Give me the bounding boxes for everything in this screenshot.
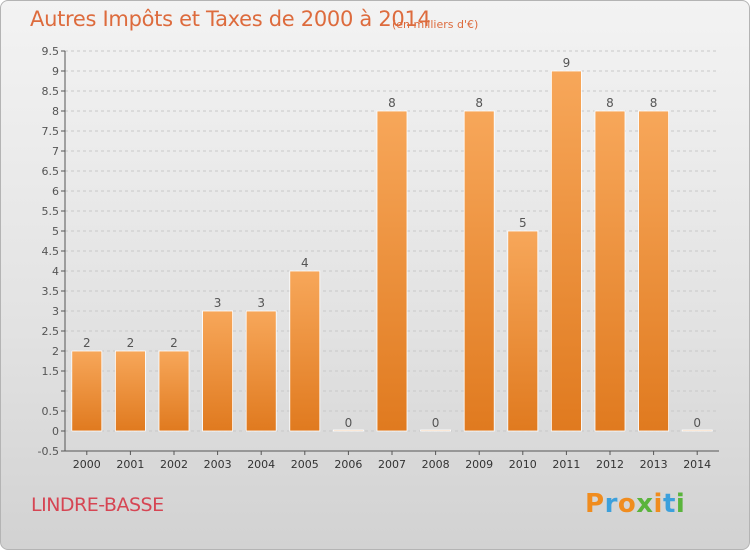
y-tick-label: 5 xyxy=(52,225,59,238)
y-tick-label: 4.5 xyxy=(42,245,60,258)
data-label: 8 xyxy=(388,96,396,110)
y-tick-label: 0.5 xyxy=(42,405,60,418)
y-tick-label: 3.5 xyxy=(42,285,60,298)
y-tick-label: -0.5 xyxy=(38,445,59,458)
bar xyxy=(71,350,103,432)
chart-title: Autres Impôts et Taxes de 2000 à 2014 xyxy=(30,7,431,31)
data-label: 2 xyxy=(127,336,135,350)
brand-letter: P xyxy=(585,489,605,519)
data-label: 9 xyxy=(563,56,571,70)
bar xyxy=(245,310,277,432)
bar xyxy=(463,110,495,432)
bar xyxy=(289,270,321,432)
axes: -0.5 0 0.5 1.5 2 2.5 3 3.5 4 4.5 5 5.5 6 6.5 7 7.5 8 8.5 9… xyxy=(38,45,719,471)
data-label: 8 xyxy=(475,96,483,110)
bar xyxy=(376,110,408,432)
y-tick-label: 6 xyxy=(52,185,59,198)
x-tick-label: 2008 xyxy=(422,458,450,471)
y-tick-label: 7 xyxy=(52,145,59,158)
y-tick-label: 9.5 xyxy=(42,45,60,58)
brand-letter: o xyxy=(617,489,637,519)
data-label: 5 xyxy=(519,216,527,230)
x-tick-label: 2003 xyxy=(204,458,232,471)
y-tick-label: 2 xyxy=(52,345,59,358)
bar xyxy=(202,310,234,432)
x-tick-label: 2011 xyxy=(552,458,580,471)
brand-logo: Proxiti xyxy=(585,489,685,519)
x-tick-label: 2001 xyxy=(116,458,144,471)
bars xyxy=(71,70,713,432)
x-tick-label: 2010 xyxy=(509,458,537,471)
location-name: LINDRE-BASSE xyxy=(31,494,164,516)
data-label: 3 xyxy=(257,296,265,310)
x-tick-label: 2000 xyxy=(73,458,101,471)
y-tick-label: 9 xyxy=(52,65,59,78)
bar xyxy=(420,429,452,432)
bar xyxy=(594,110,626,432)
x-tick-label: 2004 xyxy=(247,458,275,471)
y-tick-label: 0 xyxy=(52,425,59,438)
brand-letter: r xyxy=(604,489,618,519)
x-tick-label: 2014 xyxy=(683,458,711,471)
y-tick-label: 1.5 xyxy=(42,365,60,378)
y-tick-label: 7.5 xyxy=(42,125,60,138)
data-label: 0 xyxy=(693,416,701,430)
bar xyxy=(115,350,146,432)
data-labels: 2 2 2 3 3 4 0 8 0 8 5 9 8 8 0 xyxy=(83,56,701,430)
y-tick-label: 8.5 xyxy=(42,85,60,98)
y-tick-label: 5.5 xyxy=(42,205,60,218)
data-label: 8 xyxy=(650,96,658,110)
chart-unit: (en milliers d'€) xyxy=(392,18,479,31)
brand-letter: t xyxy=(662,489,676,519)
y-tick-label: 6.5 xyxy=(42,165,60,178)
bar xyxy=(507,230,539,432)
y-tick-label: 2.5 xyxy=(42,325,60,338)
brand-letter: x xyxy=(636,489,654,519)
bar xyxy=(551,70,582,432)
brand-letter: i xyxy=(653,489,663,519)
x-tick-label: 2009 xyxy=(465,458,493,471)
x-tick-label: 2006 xyxy=(334,458,362,471)
brand-letter: i xyxy=(675,489,686,519)
data-label: 0 xyxy=(345,416,353,430)
x-tick-label: 2002 xyxy=(160,458,188,471)
y-tick-label: 4 xyxy=(52,265,59,278)
x-tick-label: 2007 xyxy=(378,458,406,471)
bar xyxy=(638,110,669,432)
y-tick-label: 8 xyxy=(52,105,59,118)
data-label: 2 xyxy=(83,336,91,350)
data-label: 4 xyxy=(301,256,309,270)
bar xyxy=(332,429,364,432)
bar xyxy=(681,429,713,432)
y-tick-label: 3 xyxy=(52,305,59,318)
x-tick-label: 2012 xyxy=(596,458,624,471)
bar xyxy=(158,350,190,432)
data-label: 3 xyxy=(214,296,222,310)
data-label: 0 xyxy=(432,416,440,430)
data-label: 2 xyxy=(170,336,178,350)
x-tick-label: 2005 xyxy=(291,458,319,471)
x-tick-label: 2013 xyxy=(640,458,668,471)
data-label: 8 xyxy=(606,96,614,110)
